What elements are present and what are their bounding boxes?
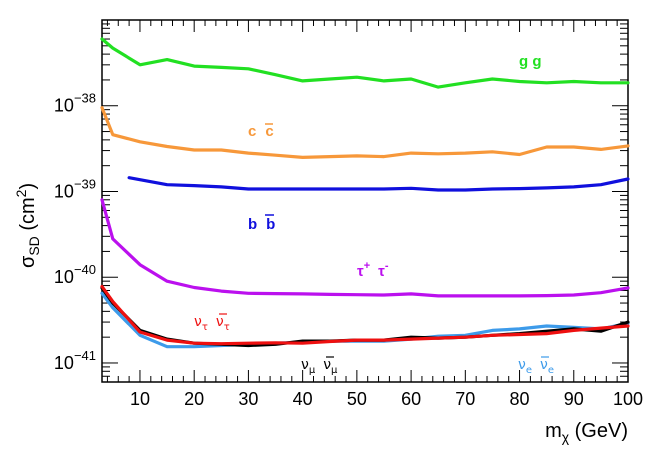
y-tick-label: 10−38	[54, 91, 96, 116]
y-tick-label: 10−39	[54, 176, 96, 201]
y-tick-label: 10−40	[54, 262, 96, 287]
label-tautau: τ+ τ-	[357, 260, 389, 280]
series-line-gg	[100, 37, 630, 89]
label-numu: νμ νμ	[301, 357, 338, 376]
x-tick-label: 100	[613, 389, 643, 409]
series-lines	[100, 37, 630, 349]
series-line-cc	[100, 106, 630, 159]
x-tick-label: 80	[510, 389, 530, 409]
x-tick-label: 60	[401, 389, 421, 409]
x-tick-label: 70	[455, 389, 475, 409]
x-tick-label: 40	[293, 389, 313, 409]
series-line-nutau	[100, 284, 630, 346]
y-tick-label: 10−41	[54, 348, 96, 373]
x-axis-title: mχ (GeV)	[545, 420, 628, 445]
x-tick-label: 20	[184, 389, 204, 409]
x-tick-label: 10	[130, 389, 150, 409]
x-tick-label: 50	[347, 389, 367, 409]
series-line-bb	[127, 176, 630, 192]
series-line-tautau	[100, 198, 630, 298]
x-axis-ticks: 10 20 30 40 50 60 70 80 90 100	[106, 20, 643, 409]
x-tick-label: 90	[564, 389, 584, 409]
y-axis-title: σSD (cm2)	[13, 183, 42, 268]
x-tick-label: 30	[238, 389, 258, 409]
label-nutau: ντ ντ	[194, 314, 230, 333]
label-gg: g g	[519, 53, 542, 70]
label-nue: νe νe	[518, 357, 554, 376]
